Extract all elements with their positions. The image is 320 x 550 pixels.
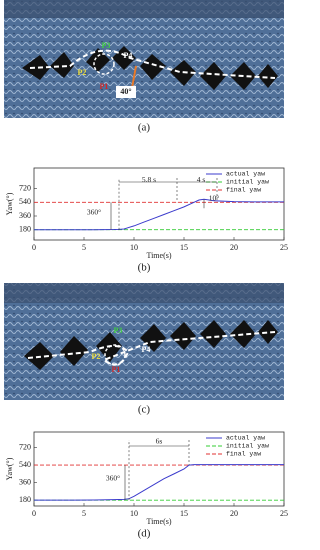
photo-a: 40° P1 P2 P3 P4	[4, 0, 284, 118]
photo-c: P1 P2 P3 P4	[4, 283, 284, 400]
x-tick-label: 25	[280, 243, 288, 252]
annotation: 360°	[106, 473, 120, 482]
x-axis-label: Time(s)	[146, 251, 171, 260]
annotation: 5.8 s	[142, 175, 156, 184]
point-label: P2	[78, 68, 87, 77]
y-tick-label: 360	[19, 211, 31, 220]
point-label: P1	[100, 82, 109, 91]
x-tick-label: 0	[32, 509, 36, 518]
plot-frame	[33, 167, 285, 241]
x-tick-label: 20	[230, 509, 238, 518]
y-axis-label: Yaw(°)	[5, 457, 14, 480]
y-tick-label: 540	[19, 460, 31, 469]
figure: 40° P1 P2 P3 P4 (a) P1 P2 P3 P4 (c) 180 3…	[4, 0, 288, 540]
x-tick-label: 5	[82, 509, 86, 518]
x-tick-label: 15	[180, 243, 188, 252]
legend-label: final yaw	[226, 451, 261, 458]
x-tick-label: 10	[130, 243, 138, 252]
x-axis-label: Time(s)	[146, 517, 171, 526]
plot-frame	[33, 431, 285, 507]
legend-label: initial yaw	[226, 179, 269, 186]
y-tick-label: 720	[19, 442, 31, 451]
angle-label: 40°	[120, 87, 131, 96]
x-tick-label: 10	[130, 509, 138, 518]
legend-label: actual yaw	[226, 435, 265, 442]
point-label: P4	[142, 345, 151, 354]
x-tick-label: 20	[230, 243, 238, 252]
point-label: P2	[92, 352, 101, 361]
annotation: 10°	[209, 194, 220, 203]
x-tick-label: 5	[82, 243, 86, 252]
y-tick-label: 720	[19, 183, 31, 192]
point-label: P4	[124, 51, 133, 60]
annotation: 4 s	[197, 175, 206, 184]
x-tick-label: 25	[280, 509, 288, 518]
caption: (d)	[138, 528, 151, 540]
annotation: 360°	[87, 208, 101, 217]
series-line	[34, 198, 284, 231]
y-tick-label: 180	[19, 495, 31, 504]
legend-label: initial yaw	[226, 443, 269, 450]
point-label: P3	[102, 41, 111, 50]
caption: (c)	[138, 404, 151, 416]
legend-label: final yaw	[226, 187, 261, 194]
y-tick-label: 540	[19, 197, 31, 206]
series-line	[34, 464, 284, 501]
y-tick-label: 360	[19, 477, 31, 486]
caption: (b)	[138, 262, 151, 274]
caption: (a)	[138, 122, 151, 134]
x-tick-label: 0	[32, 243, 36, 252]
y-axis-label: Yaw(°)	[5, 192, 14, 215]
x-tick-label: 15	[180, 509, 188, 518]
point-label: P3	[114, 326, 123, 335]
point-label: P1	[112, 365, 121, 374]
annotation: 6s	[156, 436, 163, 445]
legend-label: actual yaw	[226, 171, 265, 178]
y-tick-label: 180	[19, 225, 31, 234]
